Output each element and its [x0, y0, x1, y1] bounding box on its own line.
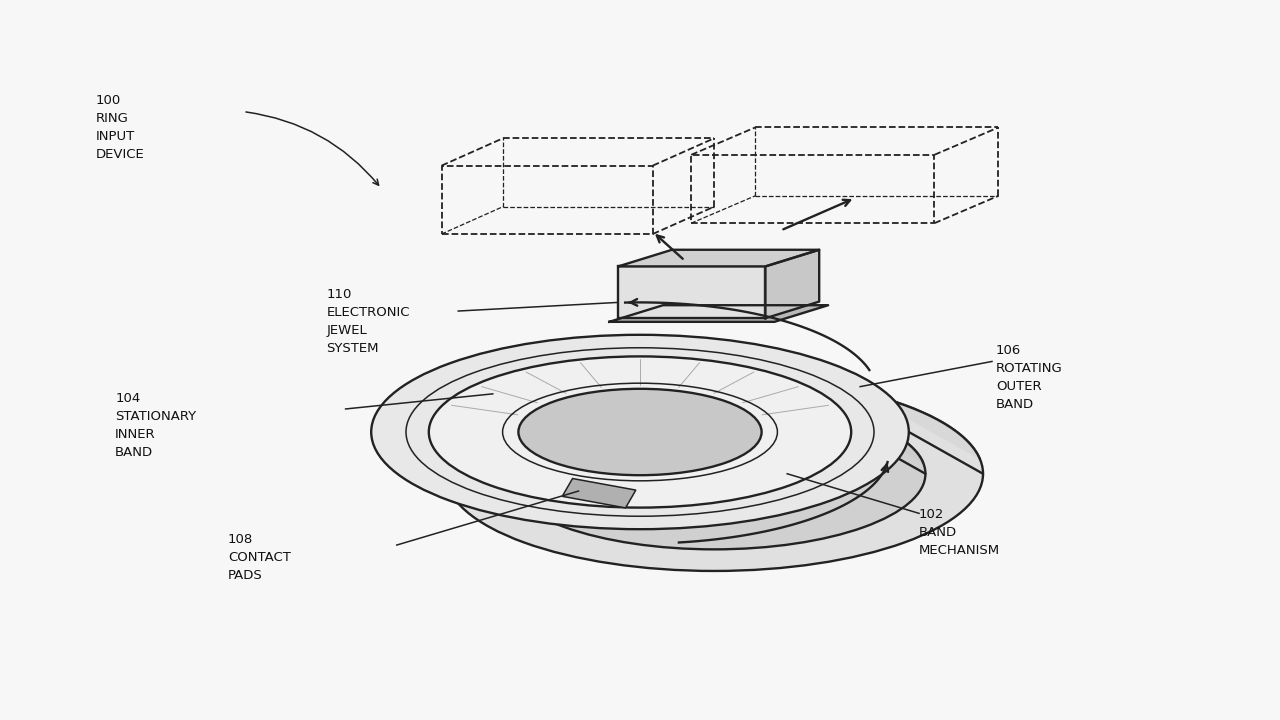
Text: 110: 110: [326, 288, 352, 301]
Text: 102: 102: [919, 508, 945, 521]
FancyArrowPatch shape: [882, 464, 888, 472]
Text: MECHANISM: MECHANISM: [919, 544, 1000, 557]
Text: ROTATING: ROTATING: [996, 362, 1062, 375]
Text: JEWEL: JEWEL: [326, 324, 367, 337]
FancyArrowPatch shape: [657, 235, 682, 258]
FancyArrowPatch shape: [628, 299, 637, 306]
Ellipse shape: [503, 398, 925, 549]
Polygon shape: [765, 250, 819, 318]
Text: BAND: BAND: [919, 526, 957, 539]
Text: ELECTRONIC: ELECTRONIC: [326, 306, 410, 319]
Text: CONTACT: CONTACT: [228, 551, 291, 564]
Ellipse shape: [518, 389, 762, 475]
Ellipse shape: [593, 431, 836, 517]
Text: 108: 108: [228, 533, 253, 546]
Polygon shape: [609, 305, 828, 322]
FancyArrowPatch shape: [783, 199, 850, 229]
Text: PADS: PADS: [228, 569, 262, 582]
Text: DEVICE: DEVICE: [96, 148, 145, 161]
Text: 100: 100: [96, 94, 122, 107]
Text: 104: 104: [115, 392, 141, 405]
Text: BAND: BAND: [996, 398, 1034, 411]
Ellipse shape: [371, 335, 909, 529]
Text: OUTER: OUTER: [996, 380, 1042, 393]
Polygon shape: [562, 479, 636, 508]
Ellipse shape: [429, 356, 851, 508]
Polygon shape: [431, 356, 923, 462]
Polygon shape: [375, 335, 979, 459]
Text: RING: RING: [96, 112, 129, 125]
Text: STATIONARY: STATIONARY: [115, 410, 196, 423]
Text: 106: 106: [996, 344, 1021, 357]
Text: INNER: INNER: [115, 428, 156, 441]
Text: INPUT: INPUT: [96, 130, 136, 143]
Text: BAND: BAND: [115, 446, 154, 459]
Text: SYSTEM: SYSTEM: [326, 342, 379, 355]
Polygon shape: [618, 250, 819, 266]
Polygon shape: [618, 266, 765, 318]
Ellipse shape: [445, 377, 983, 571]
